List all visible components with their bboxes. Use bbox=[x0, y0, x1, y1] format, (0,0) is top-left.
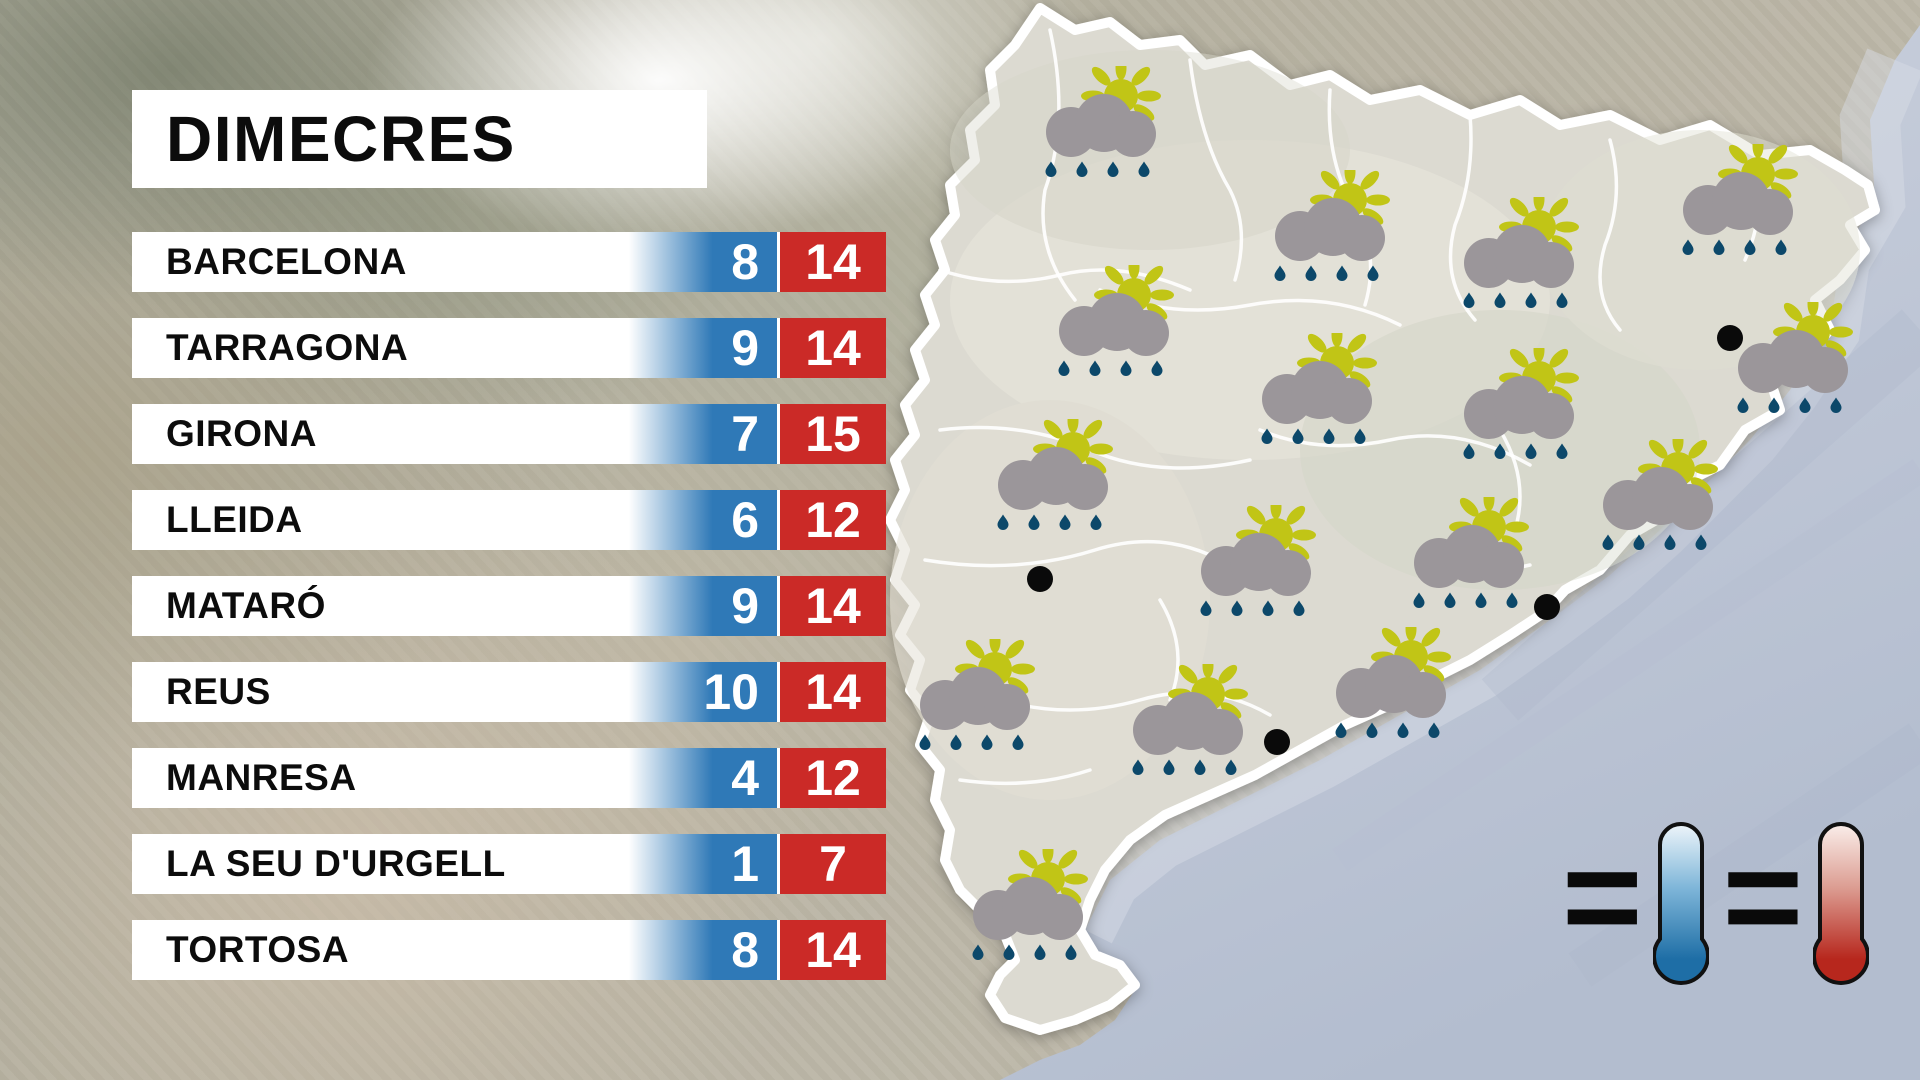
city-label: REUS bbox=[166, 671, 271, 712]
min-temp-value: 4 bbox=[731, 750, 759, 806]
min-temp-value: 8 bbox=[731, 234, 759, 290]
temp-separator bbox=[777, 232, 780, 292]
temp-separator bbox=[777, 748, 780, 808]
temperature-legend: = = bbox=[1562, 820, 1870, 988]
thermometer-min-icon bbox=[1652, 822, 1709, 985]
city-label: TORTOSA bbox=[166, 929, 350, 970]
min-temp-value: 10 bbox=[703, 664, 759, 720]
city-markers bbox=[1027, 325, 1743, 755]
forecast-row-bar: GIRONA 7 bbox=[132, 404, 777, 464]
temp-separator bbox=[777, 662, 780, 722]
forecast-row: LLEIDA 6 12 bbox=[132, 490, 886, 550]
forecast-row-bar: BARCELONA 8 bbox=[132, 232, 777, 292]
temp-separator bbox=[777, 404, 780, 464]
max-temp-value: 14 bbox=[805, 664, 861, 720]
max-temp-value: 12 bbox=[805, 492, 861, 548]
max-temp-cell: 12 bbox=[780, 490, 886, 550]
max-temp-cell: 14 bbox=[780, 318, 886, 378]
temp-separator bbox=[777, 576, 780, 636]
city-label: TARRAGONA bbox=[166, 327, 409, 368]
min-temp-value: 7 bbox=[731, 406, 759, 462]
equals-sign-min: = bbox=[1562, 820, 1643, 974]
temp-separator bbox=[777, 834, 780, 894]
max-temp-value: 14 bbox=[805, 320, 861, 376]
forecast-row-bar: MANRESA 4 bbox=[132, 748, 777, 808]
max-temp-cell: 14 bbox=[780, 576, 886, 636]
city-rows: BARCELONA 8 14 TARRAGONA 9 14 GIRONA 7 bbox=[132, 232, 886, 980]
temp-separator bbox=[777, 318, 780, 378]
forecast-row: MATARÓ 9 14 bbox=[132, 576, 886, 636]
max-temp-cell: 14 bbox=[780, 232, 886, 292]
max-temp-cell: 15 bbox=[780, 404, 886, 464]
forecast-row-bar: MATARÓ 9 bbox=[132, 576, 777, 636]
city-label: BARCELONA bbox=[166, 241, 407, 282]
max-temp-value: 7 bbox=[819, 836, 847, 892]
city-label: GIRONA bbox=[166, 413, 317, 454]
forecast-row: LA SEU D'URGELL 1 7 bbox=[132, 834, 886, 894]
city-marker-dot bbox=[1264, 729, 1290, 755]
max-temp-value: 14 bbox=[805, 578, 861, 634]
city-label: LA SEU D'URGELL bbox=[166, 843, 506, 884]
min-temp-value: 1 bbox=[731, 836, 759, 892]
min-temp-value: 6 bbox=[731, 492, 759, 548]
forecast-row: TARRAGONA 9 14 bbox=[132, 318, 886, 378]
city-marker-dot bbox=[1027, 566, 1053, 592]
thermometer-max-icon bbox=[1813, 822, 1870, 985]
max-temp-value: 14 bbox=[805, 922, 861, 978]
max-temp-value: 12 bbox=[805, 750, 861, 806]
forecast-row-bar: LLEIDA 6 bbox=[132, 490, 777, 550]
forecast-row-bar: REUS 10 bbox=[132, 662, 777, 722]
forecast-row: MANRESA 4 12 bbox=[132, 748, 886, 808]
max-temp-cell: 14 bbox=[780, 920, 886, 980]
forecast-panel: DIMECRES BARCELONA 8 14 TARRAGONA 9 14 bbox=[132, 90, 886, 980]
temp-separator bbox=[777, 920, 780, 980]
city-marker-dot bbox=[1534, 594, 1560, 620]
min-temp-value: 8 bbox=[731, 922, 759, 978]
page-title: DIMECRES bbox=[166, 103, 516, 175]
city-label: MATARÓ bbox=[166, 585, 326, 626]
max-temp-cell: 14 bbox=[780, 662, 886, 722]
min-temp-value: 9 bbox=[731, 320, 759, 376]
forecast-row: REUS 10 14 bbox=[132, 662, 886, 722]
city-marker-dot bbox=[1717, 325, 1743, 351]
min-temp-value: 9 bbox=[731, 578, 759, 634]
max-temp-cell: 12 bbox=[780, 748, 886, 808]
equals-sign-max: = bbox=[1722, 820, 1804, 974]
forecast-row-bar: TORTOSA 8 bbox=[132, 920, 777, 980]
title-box: DIMECRES bbox=[132, 90, 707, 188]
temp-separator bbox=[777, 490, 780, 550]
max-temp-value: 14 bbox=[805, 234, 861, 290]
forecast-row-bar: TARRAGONA 9 bbox=[132, 318, 777, 378]
city-label: MANRESA bbox=[166, 757, 357, 798]
max-temp-cell: 7 bbox=[780, 834, 886, 894]
forecast-row: TORTOSA 8 14 bbox=[132, 920, 886, 980]
city-label: LLEIDA bbox=[166, 499, 303, 540]
max-temp-value: 15 bbox=[805, 406, 861, 462]
forecast-row-bar: LA SEU D'URGELL 1 bbox=[132, 834, 777, 894]
forecast-row: GIRONA 7 15 bbox=[132, 404, 886, 464]
forecast-row: BARCELONA 8 14 bbox=[132, 232, 886, 292]
